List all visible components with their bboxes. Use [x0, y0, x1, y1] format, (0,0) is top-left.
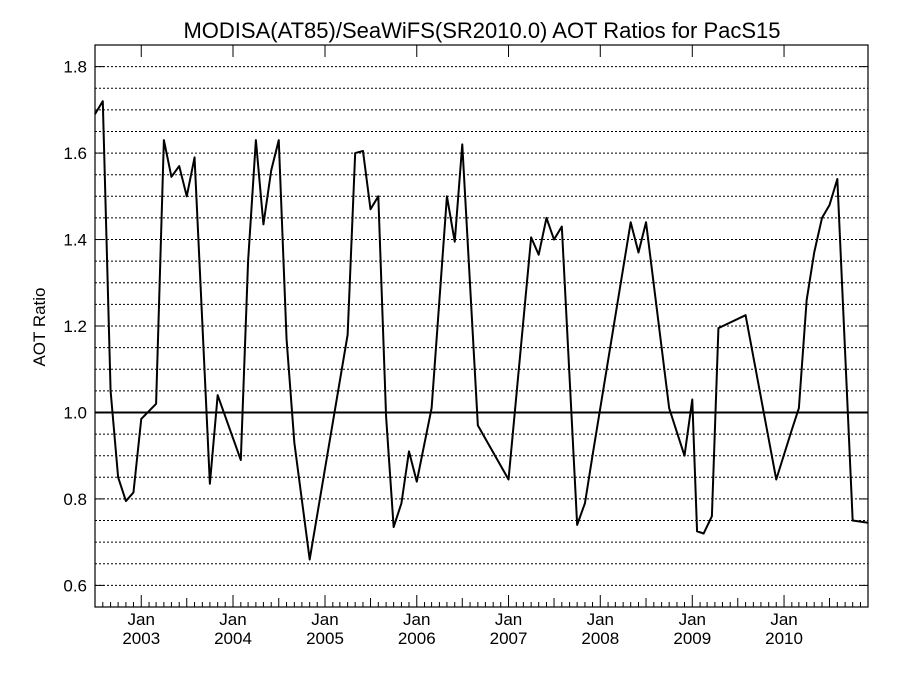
x-tick-label-month: Jan	[679, 610, 706, 629]
y-axis: 0.6 0.8 1.0 1.2 1.4 1.6 1.8	[63, 58, 868, 595]
y-tick-label: 0.6	[63, 576, 87, 595]
y-tick-label: 1.8	[63, 58, 87, 77]
x-tick-label-year: 2010	[765, 629, 803, 648]
x-axis: Jan2003Jan2004Jan2005Jan2006Jan2007Jan20…	[94, 45, 869, 648]
y-tick-label: 1.0	[63, 403, 87, 422]
plot-frame	[94, 44, 869, 608]
x-tick-label-month: Jan	[219, 610, 246, 629]
x-tick-label-year: 2003	[122, 629, 160, 648]
y-tick-label: 0.8	[63, 490, 87, 509]
x-tick-label-month: Jan	[311, 610, 338, 629]
series-layer	[94, 100, 869, 561]
x-tick-label-year: 2006	[398, 629, 436, 648]
y-tick-label: 1.2	[63, 317, 87, 336]
x-tick-label-month: Jan	[587, 610, 614, 629]
x-tick-label-year: 2009	[673, 629, 711, 648]
y-tick-label: 1.6	[63, 144, 87, 163]
x-tick-label-year: 2005	[306, 629, 344, 648]
x-tick-label-year: 2008	[581, 629, 619, 648]
x-tick-label-month: Jan	[403, 610, 430, 629]
gridlines	[95, 66, 868, 586]
x-tick-label-month: Jan	[495, 610, 522, 629]
x-tick-label-month: Jan	[770, 610, 797, 629]
y-axis-label: AOT Ratio	[30, 287, 49, 366]
series-line-0	[94, 100, 869, 561]
x-tick-label-year: 2004	[214, 629, 252, 648]
chart-title: MODISA(AT85)/SeaWiFS(SR2010.0) AOT Ratio…	[183, 18, 780, 43]
x-tick-label-year: 2007	[490, 629, 528, 648]
x-tick-label-month: Jan	[128, 610, 155, 629]
y-tick-label: 1.4	[63, 231, 87, 250]
